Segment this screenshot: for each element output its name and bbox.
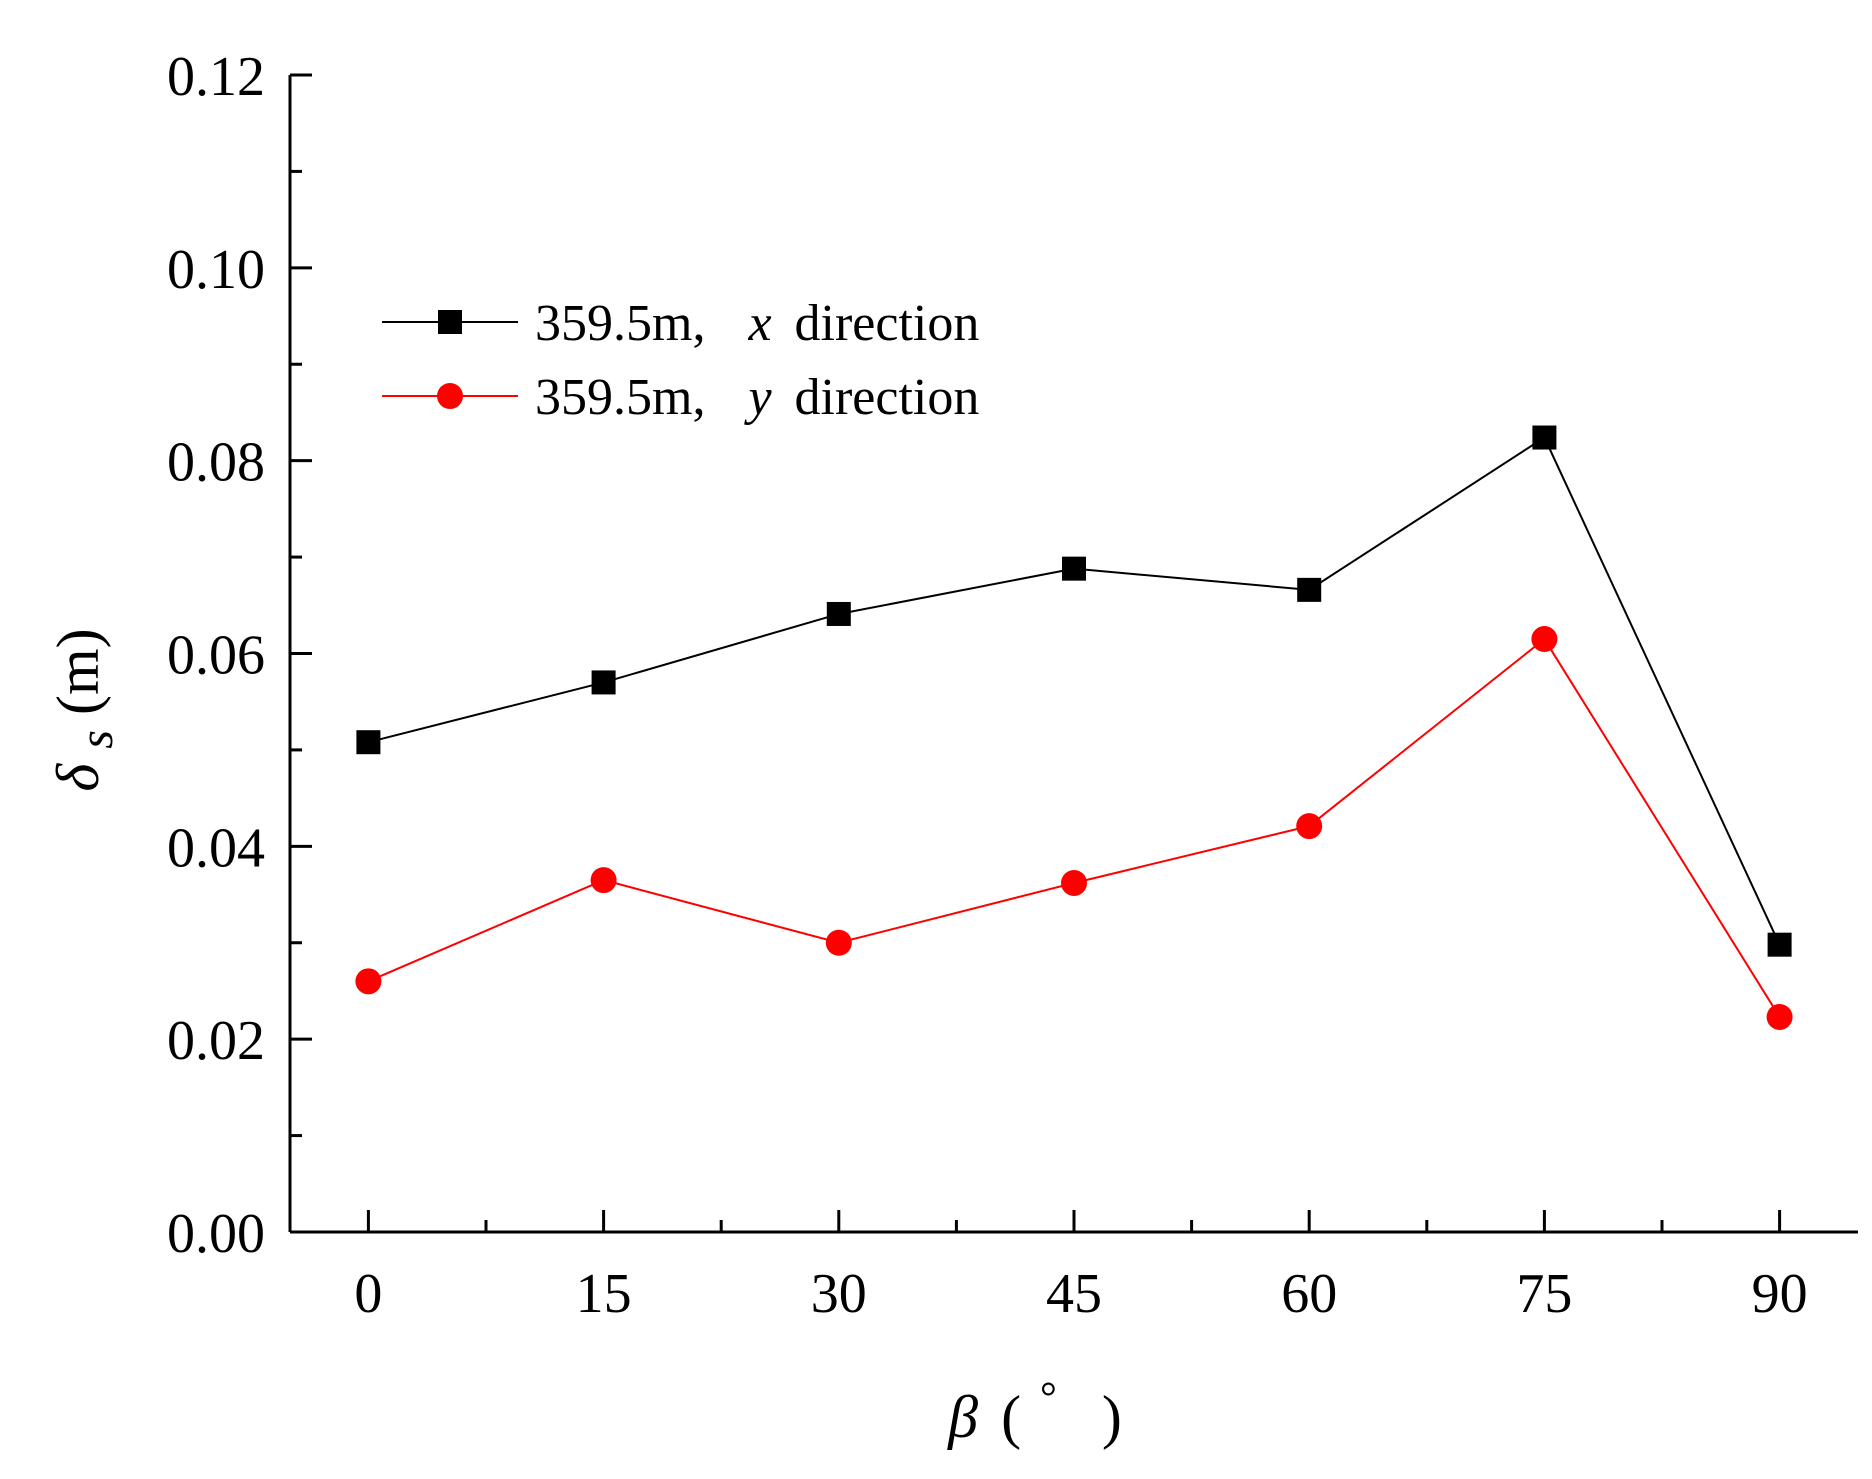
- data-point-circle: [1531, 626, 1558, 653]
- legend-entry-y-direction: 359.5m, y direction: [382, 369, 979, 426]
- y-tick-label: 0.12: [167, 46, 265, 108]
- legend-label-y-direction: 359.5m, y direction: [535, 369, 979, 426]
- data-point-square: [356, 730, 381, 755]
- legend: 359.5m, x direction 359.5m, y direction: [382, 295, 979, 426]
- series-layer: [355, 425, 1793, 1030]
- series-line-x-direction: [368, 436, 1781, 946]
- x-axis-title: β ( ° ): [947, 1358, 1122, 1450]
- x-tick-label: 90: [1752, 1263, 1808, 1325]
- axes: 0.00 0.02 0.04 0.06 0.08 0.10 0.12 0 15 30 45 60 75 9…: [167, 46, 1858, 1325]
- y-tick-label: 0.10: [167, 239, 265, 301]
- data-point-square: [1297, 577, 1322, 602]
- data-point-square: [591, 670, 616, 695]
- data-point-square: [1062, 556, 1086, 581]
- x-tick-label: 15: [576, 1263, 632, 1325]
- data-point-circle: [590, 867, 617, 894]
- x-tick-label: 60: [1281, 1263, 1337, 1325]
- data-point-circle: [825, 929, 852, 956]
- x-tick-label: 0: [354, 1263, 382, 1325]
- y-tick-label: 0.08: [167, 432, 265, 494]
- data-point-circle: [1766, 1003, 1793, 1030]
- x-tick-label: 45: [1046, 1263, 1102, 1325]
- x-tick-label: 75: [1516, 1263, 1572, 1325]
- legend-marker-circle: [437, 383, 463, 409]
- y-tick-label: 0.04: [167, 817, 265, 879]
- y-tick-label: 0.00: [167, 1203, 265, 1265]
- legend-label-x-direction: 359.5m, x direction: [535, 295, 979, 352]
- y-axis-title: δ s (m): [45, 628, 125, 791]
- data-point-square: [1532, 425, 1557, 450]
- data-point-circle: [1061, 869, 1087, 896]
- legend-entry-x-direction: 359.5m, x direction: [382, 295, 979, 352]
- series-line-y-direction: [368, 637, 1781, 1018]
- data-point-circle: [355, 968, 382, 995]
- x-tick-label: 30: [811, 1263, 867, 1325]
- data-point-circle: [1296, 813, 1323, 840]
- series-x-direction: [356, 425, 1792, 957]
- y-tick-label: 0.06: [167, 625, 265, 687]
- data-point-square: [826, 601, 851, 626]
- data-point-square: [1767, 932, 1792, 957]
- y-tick-label: 0.02: [167, 1010, 265, 1072]
- series-y-direction: [355, 626, 1793, 1030]
- legend-marker-square: [438, 310, 462, 334]
